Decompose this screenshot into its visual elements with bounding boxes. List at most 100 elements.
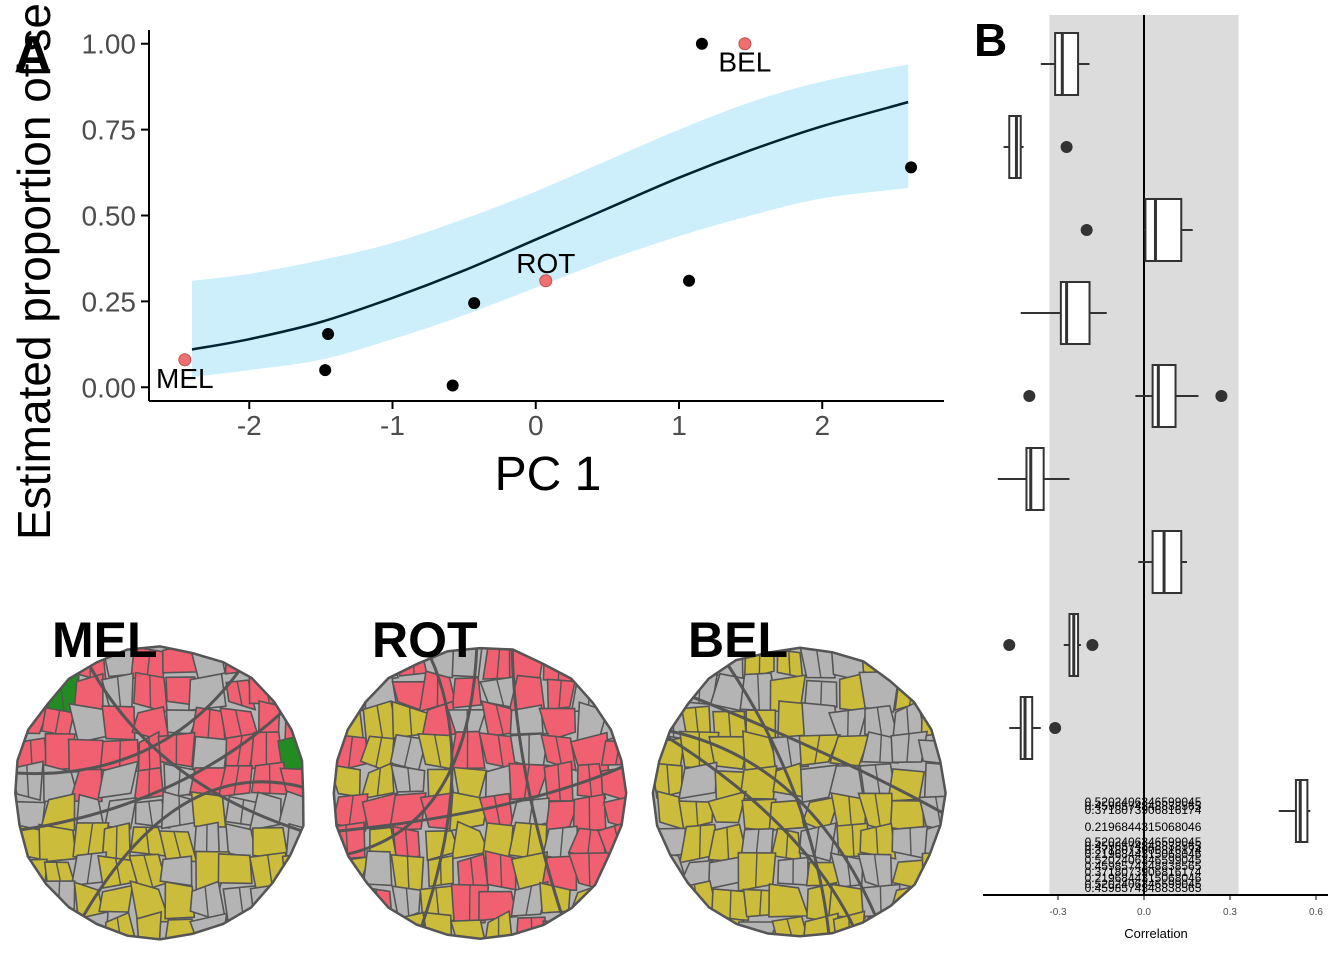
map-rot bbox=[332, 646, 628, 940]
parcel-boundary bbox=[875, 826, 879, 856]
value-label: 0.5202406346599045 bbox=[1085, 835, 1202, 849]
land-parcel bbox=[391, 885, 422, 922]
land-parcel bbox=[921, 851, 946, 894]
parcel-boundary bbox=[347, 736, 354, 769]
value-label: 0.3718073906816174 bbox=[1085, 803, 1202, 817]
boxplots bbox=[997, 32, 1311, 843]
parcel-boundary bbox=[148, 801, 154, 826]
parcel-boundary bbox=[348, 795, 354, 828]
parcel-boundary bbox=[86, 853, 93, 884]
parcel-boundary bbox=[86, 822, 94, 859]
fit-curve bbox=[191, 100, 909, 351]
x-axis-ticks: -2 -1 0 1 2 bbox=[237, 401, 830, 441]
parcel-boundary bbox=[295, 705, 299, 741]
land-parcel bbox=[568, 648, 611, 678]
value-label: 0.5202406346599045 bbox=[1085, 853, 1202, 867]
outlier-point bbox=[1023, 390, 1036, 402]
parcel-boundary bbox=[27, 886, 33, 918]
parcel-boundary bbox=[496, 679, 505, 706]
map-bel bbox=[651, 646, 947, 938]
land-parcel bbox=[359, 761, 395, 800]
parcel-boundary bbox=[558, 921, 563, 939]
parcel-boundary bbox=[667, 675, 671, 710]
box bbox=[1144, 198, 1183, 262]
road bbox=[18, 711, 283, 832]
parcel-boundary bbox=[28, 648, 32, 675]
value-label: 0.4598574348838565 bbox=[1085, 839, 1202, 853]
parcel-boundary bbox=[909, 827, 912, 856]
value-label: 0.2196844315068046 bbox=[1085, 820, 1202, 834]
land-parcel bbox=[607, 648, 627, 684]
outlier-point bbox=[1060, 141, 1073, 153]
land-parcel bbox=[887, 768, 926, 802]
road bbox=[690, 694, 946, 816]
panel-label-b: B bbox=[974, 14, 1007, 66]
parcel-boundary bbox=[557, 764, 561, 801]
parcel-boundary bbox=[693, 913, 699, 937]
data-point bbox=[695, 37, 708, 50]
parcel-boundary bbox=[907, 647, 911, 679]
map-title-mel: MEL bbox=[52, 612, 158, 668]
data-point bbox=[322, 328, 335, 341]
land-parcel bbox=[333, 648, 361, 679]
land-parcel bbox=[39, 914, 77, 940]
land-parcel bbox=[889, 647, 927, 680]
land-parcel bbox=[920, 648, 946, 675]
parcel-boundary bbox=[404, 829, 409, 860]
parcel-boundary bbox=[143, 854, 154, 888]
y-tick-label: 0.50 bbox=[82, 201, 137, 232]
parcel-boundary bbox=[493, 795, 502, 829]
parcel-boundary bbox=[694, 707, 700, 735]
parcel-boundary bbox=[906, 706, 910, 738]
y-tick-label: 0.25 bbox=[82, 286, 137, 317]
parcel-boundary bbox=[499, 854, 503, 888]
x-tick-label: -2 bbox=[237, 410, 262, 441]
land-parcel bbox=[248, 646, 290, 683]
b-x-tick-label: 0.6 bbox=[1309, 907, 1323, 918]
parcel-boundary bbox=[495, 704, 504, 735]
land-parcel bbox=[652, 911, 681, 937]
outlier-point bbox=[1215, 390, 1228, 402]
land-parcel bbox=[601, 672, 627, 711]
land-parcel bbox=[38, 823, 77, 864]
parcel-boundary bbox=[619, 648, 623, 682]
parcel-boundary bbox=[615, 677, 624, 707]
parcel-boundary bbox=[497, 735, 504, 767]
box bbox=[1151, 364, 1177, 428]
land-parcel bbox=[542, 920, 576, 939]
point-label: MEL bbox=[156, 363, 214, 394]
parcel-boundary bbox=[149, 675, 152, 708]
parcel-boundary bbox=[820, 681, 823, 707]
land-parcel bbox=[225, 679, 257, 711]
land-parcel bbox=[284, 702, 304, 742]
land-parcel bbox=[15, 919, 51, 940]
land-parcel bbox=[862, 915, 900, 937]
outlier-point bbox=[1003, 639, 1016, 651]
land-parcel bbox=[136, 910, 163, 940]
parcel-boundary bbox=[756, 673, 761, 711]
panel-a: MEL ROT BEL -2 -1 0 1 2 0.00 0.25 0.50 0.75 1.00 P… bbox=[8, 3, 944, 540]
parcel-boundary bbox=[496, 648, 501, 679]
parcel-boundary bbox=[26, 765, 30, 798]
land-parcel bbox=[333, 881, 366, 919]
parcel-boundary bbox=[433, 734, 442, 768]
fit-line bbox=[191, 100, 909, 351]
map-mel bbox=[14, 645, 305, 941]
land-parcel bbox=[678, 800, 714, 831]
outlier-point bbox=[1080, 224, 1093, 236]
parcel-boundary bbox=[934, 705, 940, 734]
parcel-boundary bbox=[729, 890, 732, 920]
point-label: BEL bbox=[718, 47, 771, 78]
land-parcel bbox=[859, 822, 897, 860]
data-point bbox=[905, 161, 918, 174]
x-tick-label: -1 bbox=[380, 410, 405, 441]
parcel-boundary bbox=[237, 919, 243, 940]
parcel-boundary bbox=[525, 885, 533, 916]
map-outline bbox=[14, 645, 305, 941]
parcel-boundary bbox=[173, 831, 183, 861]
value-label: 0.4598574348838565 bbox=[1085, 859, 1202, 873]
road bbox=[667, 729, 878, 919]
parcel-boundary bbox=[342, 648, 346, 675]
parcel-boundary bbox=[376, 767, 382, 796]
land-parcel bbox=[918, 676, 946, 711]
